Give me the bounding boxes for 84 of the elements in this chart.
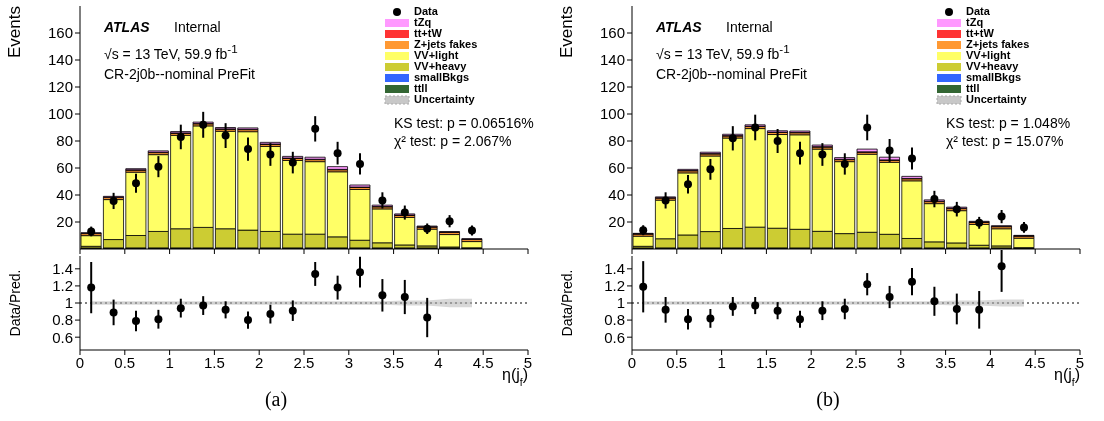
- y-tick-label: 140: [599, 51, 625, 69]
- annotation: CR-2j0b--nominal PreFit: [656, 66, 807, 82]
- y-tick-label: 0.8: [604, 311, 625, 329]
- y-tick-label: 140: [47, 51, 73, 69]
- y-tick-label: 120: [47, 78, 73, 96]
- y-tick-label: 100: [599, 105, 625, 123]
- x-tick-label: 0: [627, 353, 637, 371]
- legend-label: VV+heavy: [414, 60, 467, 72]
- x-tick-label: 2: [255, 353, 264, 371]
- annotation: ATLAS: [656, 19, 702, 35]
- y-tick-label: 160: [599, 24, 625, 42]
- text: Uncertainty: [414, 93, 475, 105]
- x-tick-label: 3.5: [935, 353, 957, 371]
- legend-label: Z+jets fakes: [414, 38, 478, 50]
- x-tick-label: 3: [896, 353, 905, 371]
- legend-label: ttll: [966, 82, 980, 94]
- y-tick-label: 40: [56, 186, 73, 204]
- legend-label: smallBkgs: [414, 71, 470, 83]
- y-tick-label: 1: [64, 294, 73, 312]
- x-axis-title: η(j$_{f}$): [1054, 366, 1080, 388]
- y-tick-label: 40: [608, 186, 625, 204]
- y-tick-label: 20: [56, 213, 73, 231]
- y-tick-label: 1.4: [52, 260, 73, 278]
- legend-label: Data: [414, 5, 438, 17]
- y-tick-label: 80: [56, 132, 73, 150]
- y-tick-label: 80: [608, 132, 625, 150]
- annotation: Internal: [174, 19, 221, 35]
- x-tick-label: 0.5: [114, 353, 136, 371]
- x-tick-label: 2: [807, 353, 816, 371]
- annotation: √s = 13 TeV, 59.9 fb$^{-1}$: [656, 42, 790, 62]
- y-tick-label: 120: [599, 78, 625, 96]
- legend-label: ttll: [414, 82, 428, 94]
- legend-label: VV+light: [414, 49, 459, 61]
- y-axis-title: Data/Pred.: [7, 269, 23, 337]
- y-tick-label: 0.6: [52, 328, 73, 346]
- annotation: CR-2j0b--nominal PreFit: [104, 66, 255, 82]
- annotation: Internal: [726, 19, 773, 35]
- x-tick-label: 2.5: [293, 353, 315, 371]
- x-tick-label: 0.5: [666, 353, 688, 371]
- annotation: KS test: p = 1.048%: [946, 115, 1071, 131]
- x-tick-label: 0: [75, 353, 85, 371]
- text: (b): [815, 388, 841, 411]
- y-tick-label: 160: [47, 24, 73, 42]
- x-tick-label: 4: [434, 353, 443, 371]
- y-tick-label: 60: [56, 159, 73, 177]
- legend-label: tt+tW: [414, 27, 442, 39]
- y-axis-title: Events: [5, 6, 24, 58]
- x-tick-label: 4.5: [472, 353, 494, 371]
- y-tick-label: 0.8: [52, 311, 73, 329]
- text: (a): [263, 388, 289, 411]
- x-tick-label: 1: [717, 353, 726, 371]
- y-tick-label: 100: [47, 105, 73, 123]
- legend-label: Data: [966, 5, 990, 17]
- legend-label: tZq: [966, 16, 984, 28]
- x-tick-label: 1.5: [755, 353, 777, 371]
- x-axis-title: η(j$_{f}$): [502, 366, 528, 388]
- y-tick-label: 1.2: [604, 277, 625, 295]
- text: Uncertainty: [966, 93, 1027, 105]
- y-axis-title: Data/Pred.: [559, 269, 575, 337]
- y-tick-label: 60: [608, 159, 625, 177]
- x-tick-label: 4: [986, 353, 995, 371]
- legend-label: VV+light: [966, 49, 1011, 61]
- annotation: ATLAS: [104, 19, 150, 35]
- legend-label: tZq: [414, 16, 432, 28]
- y-tick-label: 0.6: [604, 328, 625, 346]
- x-tick-label: 1.5: [203, 353, 225, 371]
- y-tick-label: 20: [608, 213, 625, 231]
- legend-label: tt+tW: [966, 27, 994, 39]
- annotation: KS test: p = 0.06516%: [394, 115, 534, 131]
- y-axis-title: Events: [557, 6, 576, 58]
- y-tick-label: 1: [616, 294, 625, 312]
- x-tick-label: 2.5: [845, 353, 867, 371]
- legend-label: Z+jets fakes: [966, 38, 1030, 50]
- legend-label: VV+heavy: [966, 60, 1019, 72]
- x-tick-label: 3.5: [383, 353, 405, 371]
- legend-label: smallBkgs: [966, 71, 1022, 83]
- x-tick-label: 3: [344, 353, 353, 371]
- annotation: χ² test: p = 15.07%: [946, 133, 1064, 149]
- x-tick-label: 1: [165, 353, 174, 371]
- y-tick-label: 1.2: [52, 277, 73, 295]
- x-tick-label: 4.5: [1024, 353, 1046, 371]
- annotation: χ² test: p = 2.067%: [394, 133, 512, 149]
- y-tick-label: 1.4: [604, 260, 625, 278]
- annotation: √s = 13 TeV, 59.9 fb$^{-1}$: [104, 42, 238, 62]
